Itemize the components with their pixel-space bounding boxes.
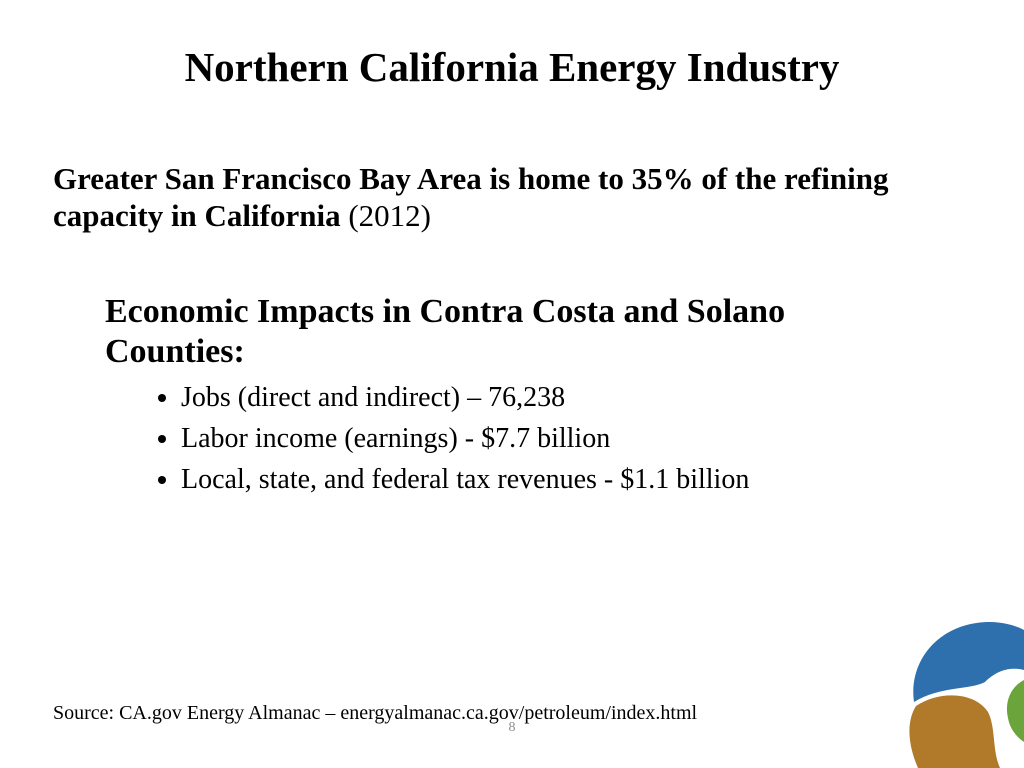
headline: Greater San Francisco Bay Area is home t… [53, 160, 933, 234]
bullet: Labor income (earnings) - $7.7 billion [181, 418, 749, 459]
bullet: Local, state, and federal tax revenues -… [181, 459, 749, 500]
logo [909, 622, 1024, 768]
logo-brown [909, 695, 1000, 768]
source-note: Source: CA.gov Energy Almanac – energyal… [53, 702, 698, 724]
headline-bold: Greater San Francisco Bay Area is home t… [53, 161, 889, 233]
slide-title: Northern California Energy Industry [184, 44, 840, 90]
bullet: Jobs (direct and indirect) – 76,238 [181, 377, 749, 418]
bullet-list: Jobs (direct and indirect) – 76,238 Labo… [157, 377, 749, 500]
section-heading: Economic Impacts in Contra Costa and Sol… [105, 293, 786, 370]
logo-green [1006, 680, 1024, 742]
page-number: 8 [508, 720, 516, 735]
headline-year: (2012) [348, 198, 432, 233]
logo-blue [913, 622, 1024, 702]
